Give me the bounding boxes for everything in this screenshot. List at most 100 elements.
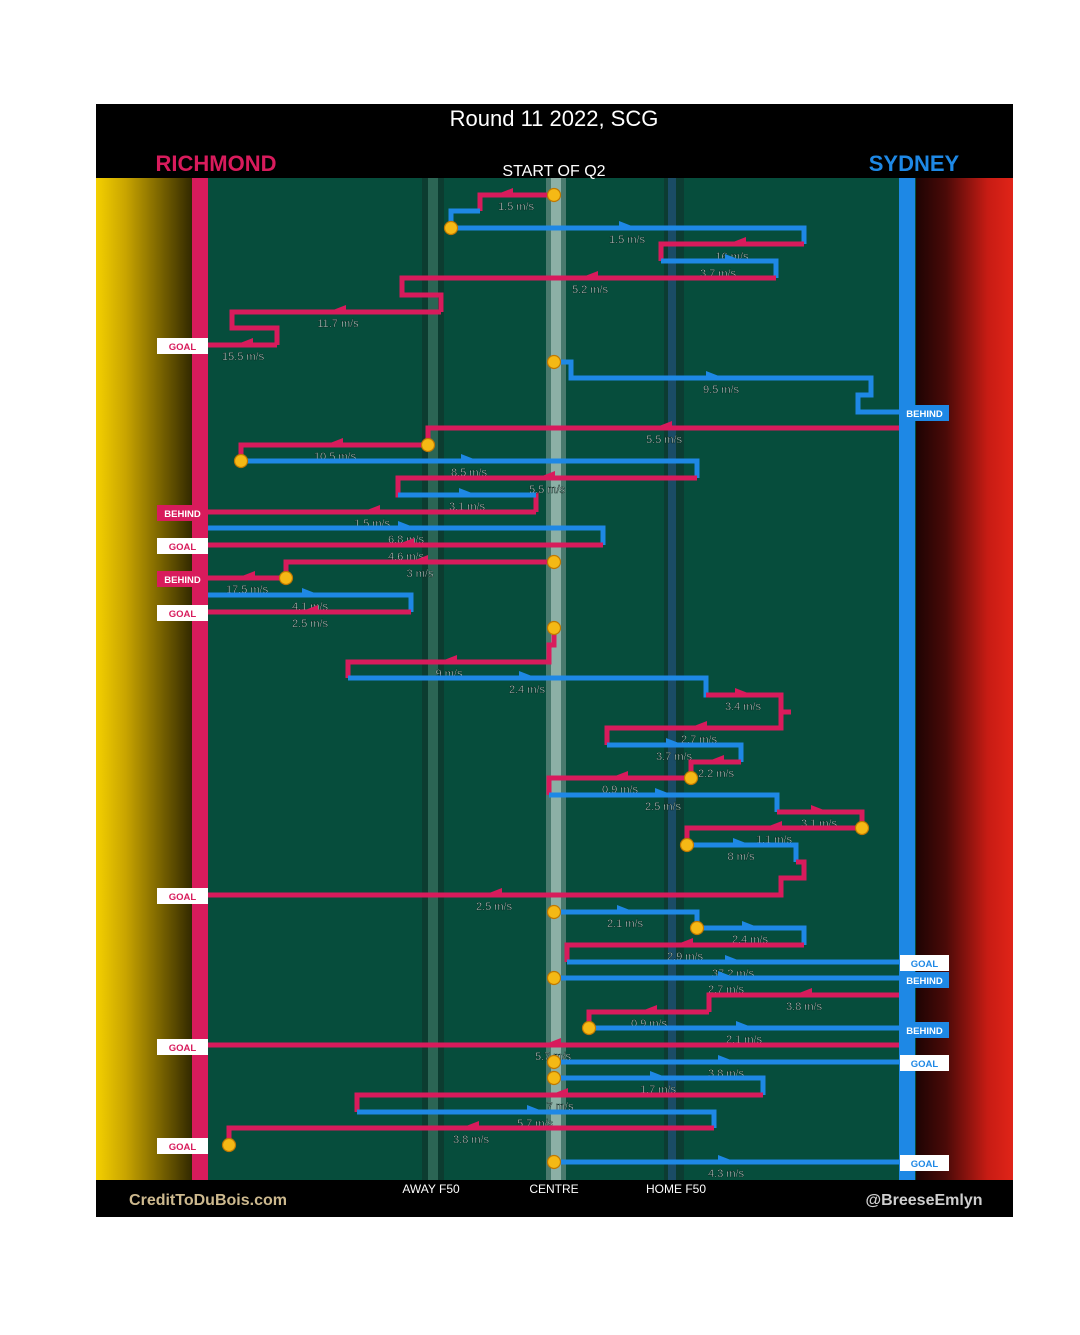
- chain-sydney: [554, 359, 949, 421]
- bounce-marker: [278, 570, 294, 586]
- bounce-marker: [546, 620, 562, 636]
- speed-label: 11.7 m/s: [317, 318, 359, 330]
- direction-arrow: [495, 188, 513, 195]
- chain-richmond: [157, 505, 536, 521]
- outcome-label: BEHIND: [906, 409, 943, 420]
- outcome-label: GOAL: [911, 1159, 939, 1170]
- chain-sydney: [554, 1055, 949, 1071]
- bounce-marker: [546, 554, 562, 570]
- direction-arrow: [300, 605, 318, 612]
- chain-path: [607, 742, 744, 762]
- chain-richmond: [564, 938, 804, 962]
- direction-arrow: [461, 454, 479, 461]
- chain-sydney: [448, 208, 807, 244]
- direction-arrow: [580, 271, 598, 278]
- direction-arrow: [639, 1005, 657, 1012]
- chain-richmond: [399, 271, 776, 312]
- chain-sydney: [549, 788, 780, 812]
- speed-label: 3.7 m/s: [656, 751, 693, 763]
- chain-path: [687, 842, 799, 862]
- direction-arrow: [650, 1071, 668, 1078]
- chain-richmond: [354, 1088, 763, 1112]
- direction-arrow: [610, 771, 628, 778]
- direction-arrow: [718, 971, 736, 978]
- chain-sydney: [554, 1155, 949, 1171]
- chain-path: [229, 309, 441, 345]
- sydney-goal-line: [899, 178, 915, 1180]
- speed-label: 5.2 m/s: [572, 284, 609, 296]
- outcome-badge: [157, 505, 208, 521]
- outcome-label: BEHIND: [164, 575, 201, 586]
- direction-arrow: [728, 237, 746, 244]
- chain-richmond: [706, 688, 784, 712]
- speed-label: 5.5 m/s: [529, 484, 566, 496]
- speed-label: 15.5 m/s: [222, 351, 265, 363]
- chain-path: [354, 1092, 763, 1112]
- outcome-label: GOAL: [911, 1059, 939, 1070]
- direction-arrow: [325, 438, 343, 445]
- credit-left: CreditToDuBois.com: [129, 1192, 287, 1209]
- direction-arrow: [794, 988, 812, 995]
- bounce-marker: [443, 220, 459, 236]
- chain-path: [706, 992, 899, 1012]
- chain-path: [661, 258, 779, 278]
- outcome-label: GOAL: [169, 542, 197, 553]
- chain-sydney: [208, 588, 414, 612]
- chain-path: [357, 1109, 717, 1128]
- speed-label: 2.4 m/s: [509, 684, 546, 696]
- direction-arrow: [735, 688, 753, 695]
- chain-path: [208, 592, 414, 612]
- footer-band: [96, 1180, 1013, 1217]
- outcome-badge: [900, 1022, 949, 1038]
- chain-path: [546, 775, 691, 795]
- direction-arrow: [675, 938, 693, 945]
- credit-right: @BreeseEmlyn: [866, 1192, 983, 1209]
- chain-path: [477, 192, 554, 211]
- outcome-badge: [157, 1138, 208, 1154]
- chain-richmond: [345, 628, 557, 678]
- direction-arrow: [619, 221, 637, 228]
- direction-arrow: [725, 955, 743, 962]
- chain-path: [604, 709, 791, 745]
- outcome-label: GOAL: [169, 609, 197, 620]
- direction-arrow: [706, 371, 724, 378]
- chain-sydney: [357, 1105, 717, 1128]
- axis-label: AWAY F50: [402, 1182, 460, 1196]
- bounce-marker: [546, 970, 562, 986]
- chain-richmond: [157, 338, 277, 354]
- chart-subtitle: START OF Q2: [502, 163, 605, 180]
- chain-richmond: [157, 538, 603, 554]
- direction-arrow: [396, 538, 414, 545]
- chain-path: [554, 1075, 766, 1095]
- chain-sydney: [589, 1021, 949, 1038]
- speed-label: 2.5 m/s: [645, 801, 682, 813]
- chain-sydney: [607, 738, 744, 762]
- bounce-marker: [546, 904, 562, 920]
- chain-richmond: [229, 305, 441, 345]
- outcome-badge: [157, 1039, 208, 1055]
- speed-label: 3.4 m/s: [725, 701, 762, 713]
- chain-sydney: [661, 254, 779, 278]
- speed-label: 2.5 m/s: [476, 901, 513, 913]
- outcome-badge: [157, 538, 208, 554]
- team-name-left: RICHMOND: [156, 151, 277, 176]
- chain-sydney: [241, 454, 700, 478]
- outcome-label: GOAL: [169, 1142, 197, 1153]
- outcome-label: GOAL: [911, 959, 939, 970]
- direction-arrow: [543, 1038, 561, 1045]
- outcome-label: GOAL: [169, 1043, 197, 1054]
- speed-label: 1.5 m/s: [498, 201, 535, 213]
- bounce-marker: [546, 1154, 562, 1170]
- chain-path: [451, 225, 807, 244]
- bounce-marker: [689, 920, 705, 936]
- axis-label: CENTRE: [529, 1182, 578, 1196]
- direction-arrow: [666, 738, 684, 745]
- title-band: [96, 104, 1013, 178]
- chain-path: [658, 241, 804, 261]
- team-name-right: SYDNEY: [869, 151, 960, 176]
- chain-richmond: [546, 771, 691, 795]
- speed-label: 2.1 m/s: [607, 918, 644, 930]
- direction-arrow: [237, 571, 255, 578]
- chain-path: [554, 359, 899, 415]
- chain-path: [697, 925, 807, 945]
